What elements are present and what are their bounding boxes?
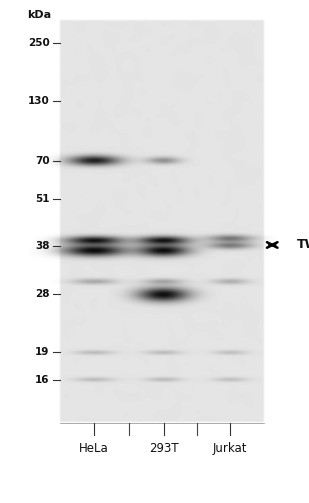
Text: 130: 130 [28, 96, 49, 106]
Text: 70: 70 [35, 156, 49, 166]
Text: Jurkat: Jurkat [213, 442, 248, 455]
Text: 28: 28 [35, 289, 49, 299]
Text: 293T: 293T [149, 442, 179, 455]
Text: kDa: kDa [27, 10, 51, 20]
Text: 51: 51 [35, 194, 49, 204]
Text: 250: 250 [28, 38, 49, 48]
Text: 19: 19 [35, 347, 49, 357]
Text: 38: 38 [35, 241, 49, 252]
Text: TWF1: TWF1 [297, 238, 309, 252]
Text: 16: 16 [35, 375, 49, 385]
Text: HeLa: HeLa [79, 442, 109, 455]
